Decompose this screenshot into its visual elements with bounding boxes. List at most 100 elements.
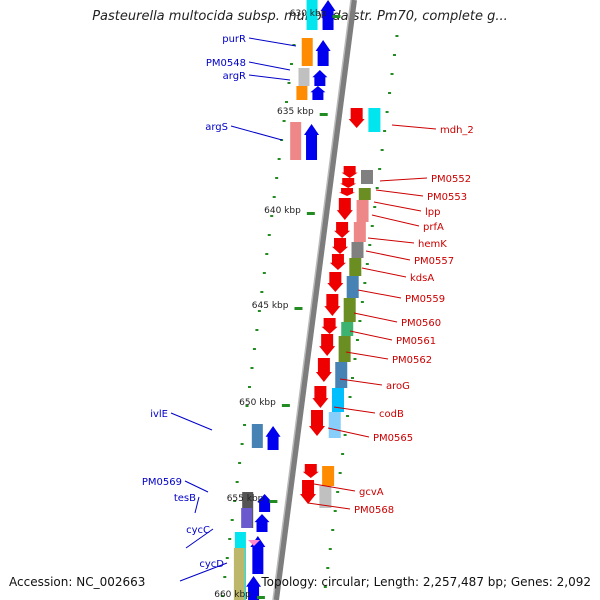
grid-dot (289, 63, 293, 65)
scale-label: 630 kbp (290, 9, 327, 19)
scale-tick (281, 404, 290, 407)
reverse-label-connector (349, 330, 393, 341)
reverse-gene-label: lpp (425, 207, 440, 218)
forward-gene-arrow (320, 0, 336, 30)
gene-annotation-box (301, 38, 313, 66)
forward-label-connector (194, 496, 200, 514)
grid-dot (247, 386, 251, 388)
forward-label-connector (248, 61, 291, 71)
forward-label-connector (248, 74, 291, 81)
gene-annotation-box (358, 188, 371, 200)
reverse-gene-label: mdh_2 (440, 125, 474, 136)
grid-dot (233, 500, 237, 502)
grid-dot (257, 310, 261, 312)
scale-tick (256, 596, 265, 599)
reverse-gene-arrow (341, 166, 358, 178)
reverse-label-connector (327, 427, 370, 438)
grid-dot (230, 519, 234, 521)
grid-dot (260, 291, 264, 293)
reverse-label-connector (361, 267, 407, 278)
gene-annotation-box (353, 222, 366, 242)
reverse-gene-arrow (348, 108, 365, 128)
accession-text: Accession: NC_002663 (9, 575, 146, 589)
grid-dot (368, 244, 372, 246)
gene-annotation-box (319, 486, 332, 508)
reverse-gene-label: gcvA (359, 487, 384, 498)
gene-annotation-box (341, 322, 354, 336)
forward-gene-arrow (246, 576, 262, 600)
reverse-gene-arrow (339, 188, 356, 196)
forward-label-connector (248, 37, 297, 47)
forward-gene-labels: purR PM0548 argR argS ivlE PM0569 tesB cycC cycD (142, 34, 297, 582)
gene-annotation-box (338, 336, 351, 362)
reverse-gene-label: PM0565 (373, 433, 413, 444)
backbone (272, 0, 357, 600)
grid-dot (265, 253, 269, 255)
reverse-label-connector (373, 201, 422, 212)
reverse-gene-label: PM0562 (392, 355, 432, 366)
forward-gene-label: PM0569 (142, 477, 182, 488)
grid-dot (346, 415, 350, 417)
forward-label-connector (184, 480, 209, 493)
grid-dot (250, 367, 254, 369)
gene-annotation-box (356, 200, 369, 222)
scale-tick (269, 500, 278, 503)
grid-dot (243, 424, 247, 426)
forward-gene-label: argS (205, 122, 228, 133)
grid-dot (333, 510, 337, 512)
grid-dot (240, 443, 244, 445)
scale-label: 635 kbp (277, 107, 314, 117)
reverse-gene-label: kdsA (410, 273, 434, 284)
grid-dot (378, 168, 382, 170)
gene-annotation-box (290, 122, 302, 160)
reverse-label-connector (353, 312, 398, 323)
reverse-gene-arrow (319, 334, 336, 356)
grid-dot (360, 301, 364, 303)
grid-dot (392, 54, 396, 56)
reverse-label-connector (367, 237, 415, 244)
grid-dot (323, 586, 327, 588)
reverse-gene-arrow (327, 272, 344, 292)
reverse-label-connector (375, 189, 424, 197)
gene-features (233, 0, 381, 600)
grid-dot (375, 187, 379, 189)
scale-label: 640 kbp (264, 206, 301, 216)
reverse-gene-arrow (336, 198, 353, 220)
forward-gene-arrow (254, 514, 270, 532)
grid-dot (287, 82, 291, 84)
grid-dot (358, 320, 362, 322)
grid-dot (223, 576, 227, 578)
reverse-gene-arrow (302, 464, 319, 478)
gene-annotation-box (233, 548, 245, 600)
forward-gene-arrow (265, 426, 281, 450)
forward-gene-label: PM0548 (206, 58, 246, 69)
grid-dot (331, 529, 335, 531)
scale-label: 655 kbp (227, 494, 264, 504)
gene-annotation-box (349, 258, 362, 276)
grid-dot (245, 405, 249, 407)
grid-dot (370, 225, 374, 227)
grid-dot (390, 73, 394, 75)
grid-dot (225, 557, 229, 559)
gene-annotation-box (343, 298, 356, 322)
grid-dot (235, 481, 239, 483)
grid-dot (336, 491, 340, 493)
grid-dot (252, 348, 256, 350)
gene-annotation-box (368, 108, 381, 132)
scale-tick (332, 15, 341, 18)
gene-annotation-box (332, 388, 344, 412)
grid-dot (385, 111, 389, 113)
reverse-gene-label: prfA (423, 222, 444, 233)
reverse-gene-label: PM0559 (405, 294, 445, 305)
grid-dot (380, 149, 384, 151)
grid-dot (363, 282, 367, 284)
grid-dot (328, 548, 332, 550)
gene-annotation-box (351, 242, 364, 258)
grid-dot (270, 215, 274, 217)
forward-gene-arrow (312, 70, 328, 86)
gene-annotation-box (328, 412, 341, 438)
forward-label-connector (170, 412, 213, 431)
reverse-gene-arrow (332, 238, 349, 254)
reverse-gene-arrow (324, 294, 341, 316)
